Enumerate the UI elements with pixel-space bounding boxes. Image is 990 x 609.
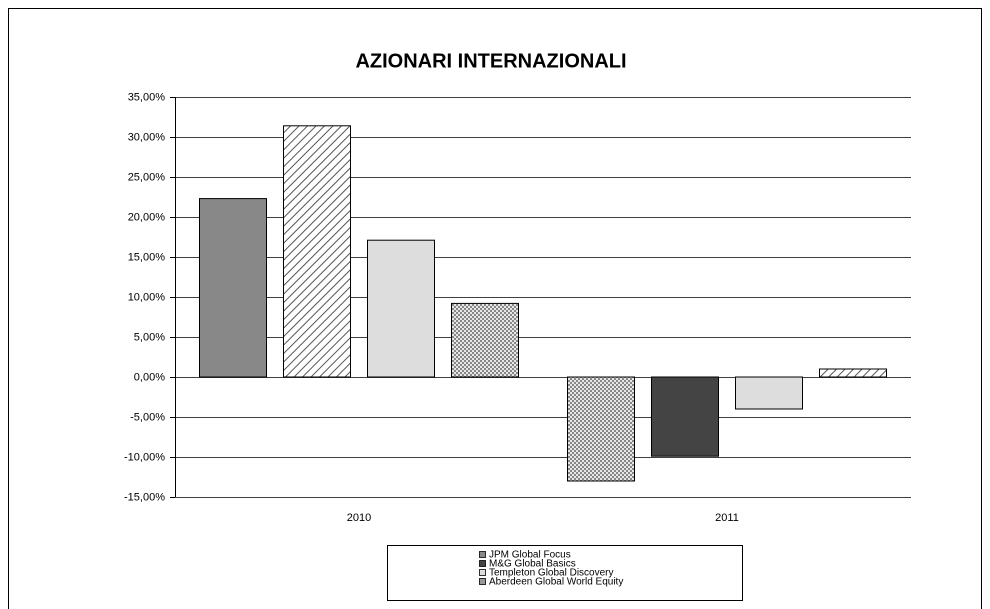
y-tick-label: -15,00% bbox=[124, 491, 165, 503]
bar bbox=[819, 368, 887, 378]
bar bbox=[651, 376, 719, 457]
legend-label: Templeton Global Discovery bbox=[489, 568, 614, 579]
legend-label: Aberdeen Global World Equity bbox=[489, 577, 623, 588]
y-tick-label: 15,00% bbox=[128, 251, 166, 263]
y-tick-label: 25,00% bbox=[128, 171, 166, 183]
bar bbox=[283, 125, 351, 378]
x-tick-label: 2011 bbox=[715, 512, 739, 524]
legend-swatch bbox=[479, 551, 486, 558]
bar bbox=[451, 302, 519, 378]
legend-label: M&G Global Basics bbox=[489, 559, 576, 570]
y-tick-label: 30,00% bbox=[128, 131, 166, 143]
x-tick-label: 2010 bbox=[347, 512, 371, 524]
bar bbox=[567, 376, 635, 482]
bar bbox=[199, 198, 267, 378]
y-tick-label: -5,00% bbox=[130, 411, 165, 423]
y-tick-label: 0,00% bbox=[134, 371, 165, 383]
bar bbox=[735, 376, 803, 410]
bar bbox=[367, 239, 435, 378]
legend bbox=[387, 545, 743, 601]
legend-label: JPM Global Focus bbox=[489, 550, 571, 561]
y-tick-label: 35,00% bbox=[128, 91, 166, 103]
frame bbox=[8, 8, 982, 609]
y-tick-label: -10,00% bbox=[124, 451, 165, 463]
y-tick-label: 20,00% bbox=[128, 211, 166, 223]
legend-swatch bbox=[479, 560, 486, 567]
legend-swatch bbox=[479, 578, 486, 585]
y-tick-label: 5,00% bbox=[134, 331, 165, 343]
chart-title: AZIONARI INTERNAZIONALI bbox=[355, 50, 626, 72]
legend-swatch bbox=[479, 569, 486, 576]
y-tick-label: 10,00% bbox=[128, 291, 166, 303]
